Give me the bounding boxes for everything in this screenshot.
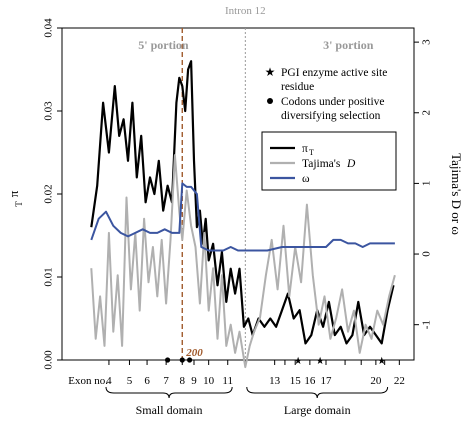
x-tick-label: 11 xyxy=(222,375,233,387)
y-left-tick-label: 0.02 xyxy=(43,184,55,203)
residue-200-label: 200 xyxy=(185,347,203,359)
legend-label-tajima-d: D xyxy=(346,158,356,170)
portion-label-3prime: 3' portion xyxy=(323,38,374,52)
selection-codon-dot xyxy=(187,357,193,363)
y-right-tick-label: 1 xyxy=(421,181,433,187)
x-tick-label: 17 xyxy=(321,375,333,387)
region-label-1: Large domain xyxy=(284,403,351,417)
legend-dot-label-2: diversifying selection xyxy=(281,110,381,122)
active-site-star: ★ xyxy=(377,356,386,367)
legend-lines-box xyxy=(261,131,397,191)
y-left-axis-title: π xyxy=(6,190,21,197)
plot-area: 0.00 0.01 0.02 0.03 0.04 -1 0 1 2 3 π Tajima's D or… xyxy=(6,5,464,417)
y-left-tick-label: 0.03 xyxy=(43,101,55,121)
legend-label-pi: π xyxy=(302,143,308,155)
x-tick-label: 9 xyxy=(191,375,197,387)
region-label-0: Small domain xyxy=(136,403,203,417)
legend-star-label-1: PGI enzyme active site xyxy=(281,67,387,79)
y-left-tick-label: 0.00 xyxy=(43,350,55,370)
x-tick-label: 5 xyxy=(127,375,133,387)
y-right-tick-label: 3 xyxy=(421,39,433,45)
x-tick-label: 10 xyxy=(203,375,215,387)
region-brace-0 xyxy=(105,386,233,399)
series-line-1 xyxy=(90,154,396,369)
y-right-axis-title: Tajima's D or ω xyxy=(449,153,464,235)
active-site-star: ★ xyxy=(316,356,325,367)
legend-star-label-2: residue xyxy=(281,81,314,93)
selection-codon-dot xyxy=(179,357,185,363)
x-tick-label: 16 xyxy=(304,375,316,387)
x-tick-label: 6 xyxy=(144,375,150,387)
y-left-tick-label: 0.04 xyxy=(43,18,55,38)
legend-label-omega: ω xyxy=(302,173,310,185)
x-tick-label: 13 xyxy=(269,375,281,387)
portion-label-5prime: 5' portion xyxy=(138,38,189,52)
active-site-star: ★ xyxy=(294,356,303,367)
y-left-axis-title-sub: T xyxy=(14,201,24,207)
series-line-2 xyxy=(90,182,395,252)
x-axis-title: Exon no. xyxy=(68,375,108,387)
y-right-tick-label: 2 xyxy=(421,110,433,116)
x-tick-label: 4 xyxy=(106,375,112,387)
region-brace-1 xyxy=(246,386,389,399)
legend-label-pi-sub: T xyxy=(309,148,314,157)
selection-codon-dot xyxy=(165,357,171,363)
x-tick-label: 8 xyxy=(180,375,186,387)
x-tick-label: 7 xyxy=(163,375,169,387)
x-tick-label: 20 xyxy=(370,375,382,387)
x-tick-label: 22 xyxy=(394,375,405,387)
legend-symbols-box xyxy=(259,56,411,122)
legend-dot-icon xyxy=(267,98,273,104)
legend-label-tajima: Tajima's xyxy=(302,158,341,170)
series-line-0 xyxy=(90,60,395,345)
y-left-tick-label: 0.01 xyxy=(43,267,55,286)
intron-label: Intron 12 xyxy=(225,5,266,17)
x-tick-label: 15 xyxy=(290,375,302,387)
y-right-tick-label: -1 xyxy=(421,320,433,329)
y-right-tick-label: 0 xyxy=(421,251,433,257)
legend-dot-label-1: Codons under positive xyxy=(281,96,385,108)
legend-star-icon: ★ xyxy=(265,65,276,79)
